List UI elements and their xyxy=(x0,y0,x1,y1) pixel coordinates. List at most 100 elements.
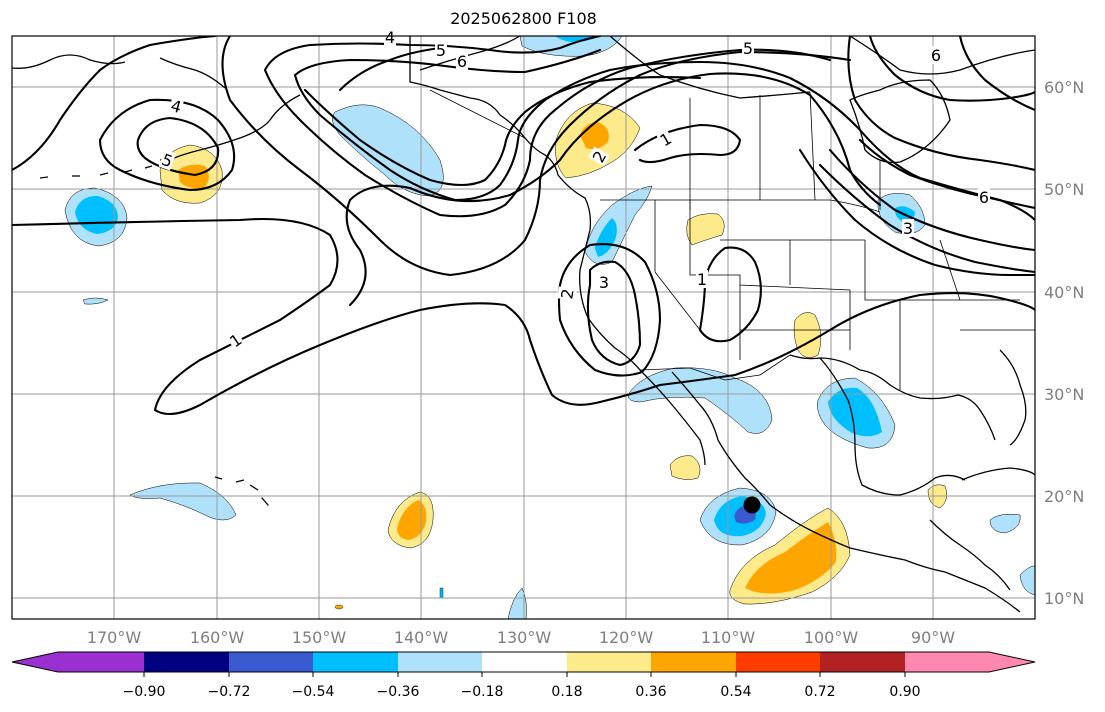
lon-label: 110°W xyxy=(701,628,756,647)
svg-text:5: 5 xyxy=(436,41,446,60)
lat-label: 40°N xyxy=(1044,283,1084,302)
colorbar-segment xyxy=(482,652,567,672)
colorbar-tick-label: −0.72 xyxy=(208,684,251,700)
contour-label: 5 xyxy=(158,149,177,171)
svg-text:3: 3 xyxy=(903,219,913,238)
shade-pos-subtropics-core xyxy=(397,500,427,540)
shade-pos-tiny xyxy=(334,604,344,610)
colorbar-segment xyxy=(820,652,905,672)
colorbar-segment xyxy=(313,652,398,672)
shade-neg-caribbean xyxy=(989,513,1021,534)
shade-neg-gulf-of-alaska xyxy=(332,104,444,197)
map-title: 2025062800 F108 xyxy=(450,9,597,28)
contour-label: 5 xyxy=(742,39,754,58)
coast-baja xyxy=(639,369,1021,613)
latitude-labels: 60°N 50°N 40°N 30°N 20°N 10°N xyxy=(1044,78,1084,608)
graticule xyxy=(12,36,1035,619)
contour-label: 3 xyxy=(598,273,610,292)
contour-label-group: 1 1 1 2 2 3 3 4 xyxy=(158,28,990,351)
colorbar-tick-label: −0.18 xyxy=(461,684,504,700)
colorbar-extend-high xyxy=(989,652,1035,672)
shade-pos-idaho xyxy=(686,213,725,246)
svg-text:1: 1 xyxy=(697,270,707,289)
shade-pos-texas xyxy=(793,312,822,358)
lon-label: 160°W xyxy=(190,628,245,647)
contour-5-east xyxy=(847,36,1035,172)
contour-label: 6 xyxy=(930,46,942,65)
coast-siberia xyxy=(12,54,226,89)
contour-6-east xyxy=(868,36,1035,112)
svg-text:5: 5 xyxy=(743,39,753,58)
shade-pos-epac-core xyxy=(745,522,837,594)
lat-label: 20°N xyxy=(1044,487,1084,506)
contour-label: 2 xyxy=(557,286,578,302)
contour-4 xyxy=(98,98,236,192)
contour-label: 6 xyxy=(456,52,468,71)
lon-label: 90°W xyxy=(911,628,955,647)
colorbar-tick-label: 0.36 xyxy=(635,684,666,700)
border-us-mexico xyxy=(639,354,791,381)
lon-label: 100°W xyxy=(804,628,859,647)
shade-neg-caribbean-east xyxy=(1019,565,1035,596)
svg-text:6: 6 xyxy=(979,188,989,207)
contour-5-aleutian xyxy=(136,116,220,177)
svg-text:4: 4 xyxy=(169,96,184,117)
shade-neg-hawaii xyxy=(129,482,237,521)
lon-label: 120°W xyxy=(599,628,654,647)
shade-neg-small-west xyxy=(82,297,109,305)
colorbar-segment xyxy=(229,652,313,672)
contour-3 xyxy=(338,46,642,367)
contour-label: 1 xyxy=(696,270,708,289)
svg-text:6: 6 xyxy=(457,52,467,71)
contour-5-6-ne xyxy=(818,138,1035,274)
shade-neg-pnw xyxy=(584,185,653,265)
colorbar-extend-low xyxy=(12,652,58,672)
colorbar-ticks xyxy=(143,672,906,677)
coast-gulf-mexico xyxy=(789,354,996,496)
colorbar-segment xyxy=(651,652,736,672)
colorbar-tick-label: 0.90 xyxy=(889,684,920,700)
lat-label: 60°N xyxy=(1044,78,1084,97)
contour-1-us xyxy=(698,246,762,343)
lat-label: 30°N xyxy=(1044,385,1084,404)
contour-east-lower xyxy=(798,148,1035,277)
coast-canada-north xyxy=(609,36,1035,99)
lat-label: 10°N xyxy=(1044,589,1084,608)
lon-label: 170°W xyxy=(87,628,142,647)
coastlines xyxy=(12,36,1035,613)
colorbar-tick-label: −0.36 xyxy=(377,684,420,700)
longitude-labels: 170°W 160°W 150°W 140°W 130°W 120°W 110°… xyxy=(87,628,955,647)
coast-cuba xyxy=(961,467,1035,481)
colorbar-tick-label: 0.18 xyxy=(551,684,582,700)
svg-text:4: 4 xyxy=(385,28,395,47)
border-us-states xyxy=(654,200,1035,390)
shade-neg-pnw-core xyxy=(595,218,617,257)
shade-pos-mexico-small xyxy=(669,455,701,480)
colorbar-segment xyxy=(567,652,651,672)
contour-label: 5 xyxy=(435,41,447,60)
contour-2 xyxy=(345,72,882,377)
colorbar: −0.90 −0.72 −0.54 −0.36 −0.18 0.18 0.36 … xyxy=(11,651,1036,700)
shade-neg-gulf-core xyxy=(828,387,882,437)
map-frame xyxy=(11,35,1036,620)
contour-label: 4 xyxy=(168,95,185,117)
colorbar-tick-label: −0.90 xyxy=(123,684,166,700)
lon-label: 140°W xyxy=(394,628,449,647)
contour-label: 3 xyxy=(902,219,914,238)
shade-neg-bottom xyxy=(507,587,527,619)
anomaly-shading xyxy=(64,36,1035,619)
contour-1-south xyxy=(12,217,1035,416)
svg-text:6: 6 xyxy=(931,46,941,65)
svg-text:3: 3 xyxy=(599,273,609,292)
height-contours xyxy=(12,36,1035,416)
coast-florida xyxy=(999,349,1027,446)
coast-hawaii xyxy=(214,476,269,506)
storm-center-marker xyxy=(743,496,761,514)
coast-hudson-bay xyxy=(849,79,951,164)
colorbar-segment xyxy=(398,652,482,672)
contour-6-gulf xyxy=(293,48,1035,222)
colorbar-tick-label: 0.72 xyxy=(804,684,835,700)
contour-label: 1 xyxy=(225,329,246,351)
lat-label: 50°N xyxy=(1044,180,1084,199)
